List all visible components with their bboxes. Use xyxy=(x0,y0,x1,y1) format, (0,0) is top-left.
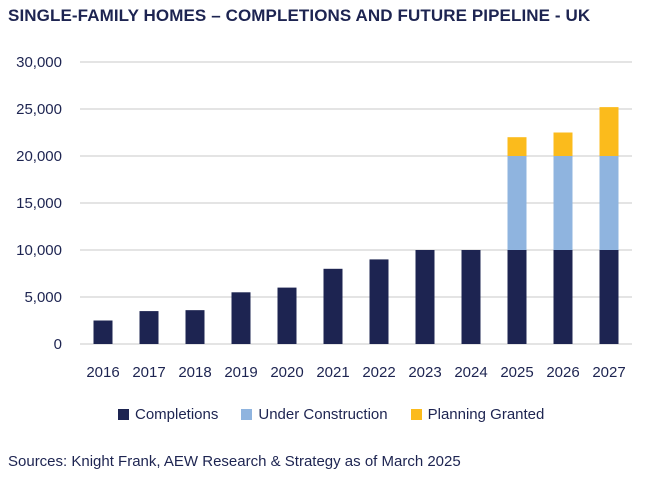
y-tick-label: 15,000 xyxy=(16,195,62,212)
legend-label-planning-granted: Planning Granted xyxy=(427,406,545,423)
x-tick-label: 2021 xyxy=(316,364,349,381)
bar-segment-completions xyxy=(415,250,435,344)
bars xyxy=(93,107,619,344)
bar-segment-completions xyxy=(369,259,389,344)
bar-segment-completions xyxy=(507,250,527,344)
stacked-bar-chart: 0 5,000 10,000 15,000 20,000 25,000 30,000 201… xyxy=(16,54,632,381)
bar-segment-under-construction xyxy=(553,156,573,250)
x-axis-tick-labels: 2016 2017 2018 2019 2020 2021 2022 2023 2024 2025… xyxy=(86,364,625,381)
legend: Completions Under Construction Planning … xyxy=(118,406,567,423)
legend-label-under-construction: Under Construction xyxy=(258,406,388,423)
x-tick-label: 2019 xyxy=(224,364,257,381)
legend-item-under-construction: Under Construction xyxy=(241,406,388,423)
bar-segment-under-construction xyxy=(507,156,527,250)
x-tick-label: 2017 xyxy=(132,364,165,381)
bar-segment-completions xyxy=(461,250,481,344)
x-tick-label: 2022 xyxy=(362,364,395,381)
bar-segment-completions xyxy=(231,292,251,344)
bar-segment-completions xyxy=(599,250,619,344)
x-tick-label: 2023 xyxy=(408,364,441,381)
y-tick-label: 25,000 xyxy=(16,101,62,118)
bar-segment-completions xyxy=(553,250,573,344)
y-tick-label: 30,000 xyxy=(16,54,62,71)
x-tick-label: 2018 xyxy=(178,364,211,381)
legend-item-completions: Completions xyxy=(118,406,218,423)
bar-segment-planning-granted xyxy=(553,132,573,156)
chart-title: SINGLE-FAMILY HOMES – COMPLETIONS AND FU… xyxy=(8,6,591,25)
legend-item-planning-granted: Planning Granted xyxy=(410,406,545,423)
x-tick-label: 2016 xyxy=(86,364,119,381)
legend-swatch-completions xyxy=(118,409,129,420)
y-tick-label: 0 xyxy=(54,336,62,353)
bar-segment-completions xyxy=(277,287,297,344)
bar-segment-completions xyxy=(323,268,343,344)
y-tick-label: 5,000 xyxy=(24,289,62,306)
bar-segment-completions xyxy=(139,311,159,344)
bar-segment-planning-granted xyxy=(599,107,619,156)
y-axis-tick-labels: 0 5,000 10,000 15,000 20,000 25,000 30,000 xyxy=(16,54,62,353)
x-tick-label: 2027 xyxy=(592,364,625,381)
bar-segment-completions xyxy=(185,310,205,344)
bar-segment-planning-granted xyxy=(507,137,527,156)
legend-label-completions: Completions xyxy=(135,406,219,423)
bar-segment-completions xyxy=(93,320,113,344)
x-tick-label: 2026 xyxy=(546,364,579,381)
source-note: Sources: Knight Frank, AEW Research & St… xyxy=(8,453,461,470)
x-tick-label: 2025 xyxy=(500,364,533,381)
y-tick-label: 20,000 xyxy=(16,148,62,165)
legend-swatch-under-construction xyxy=(241,409,253,420)
y-tick-label: 10,000 xyxy=(16,242,62,259)
bar-segment-under-construction xyxy=(599,156,619,250)
gridlines xyxy=(80,61,632,345)
legend-swatch-planning-granted xyxy=(410,409,422,420)
x-tick-label: 2024 xyxy=(454,364,487,381)
x-tick-label: 2020 xyxy=(270,364,303,381)
